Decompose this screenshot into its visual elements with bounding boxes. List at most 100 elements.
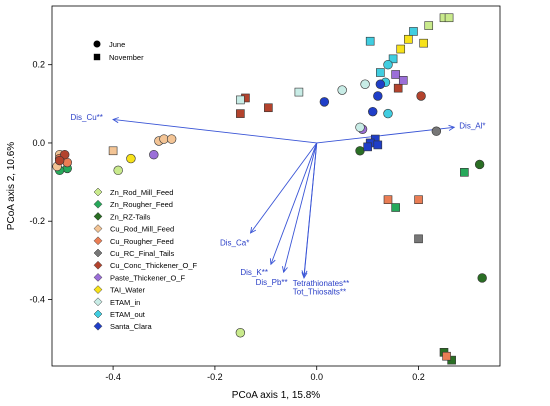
group-legend-marker-2 [93,212,103,221]
x-tick-label-2: 0.0 [310,372,323,382]
vector-label-3: Dis_K** [240,268,268,277]
point-56 [373,91,383,101]
vector-arrow-2 [250,142,318,234]
shape-legend-label-0: June [109,40,125,49]
group-legend-marker-6 [93,260,103,270]
x-tick-label-3: 0.2 [412,372,425,382]
point-39 [419,38,428,48]
group-legend-marker-0 [93,187,103,197]
vector-label-2: Dis_Ca* [220,239,249,248]
point-41 [126,153,136,164]
point-30 [416,91,426,101]
x-axis: -0.4 -0.2 0.0 0.2 [105,366,425,382]
shape-legend: June November [93,40,144,62]
point-54 [319,97,330,107]
point-40 [396,44,406,54]
point-48 [409,27,418,36]
group-legend-label-5: Cu_RC_Final_Tails [110,249,174,258]
vector-arrow-3 [270,142,318,265]
point-9 [474,159,485,170]
group-legend-marker-5 [93,248,103,258]
y-tick-label-2: -0.2 [29,216,45,226]
point-49 [388,54,398,64]
point-50 [383,59,393,70]
group-legend-label-0: Zn_Rod_Mill_Feed [110,188,173,197]
vector-arrows: Dis_Cu** Dis_Al* Dis_Ca* Dis_K**Dis_Pb** Tet… [70,113,485,297]
x-axis-label: PCoA axis 1, 15.8% [232,390,320,401]
data-points [52,13,487,365]
point-16 [166,134,177,144]
plot-frame [51,5,501,367]
group-legend-label-1: Zn_Rougher_Feed [110,200,173,209]
shape-legend-marker-1 [93,53,101,61]
point-55 [375,79,386,89]
point-53 [376,68,385,77]
vector-label-5: Tetrathionates** [293,279,349,288]
y-axis-label: PCoA axis 2, 10.6% [6,142,17,230]
vector-label-4: Dis_Pb** [256,278,288,287]
group-legend-marker-4 [93,236,103,246]
x-tick-label-1: -0.2 [207,372,223,382]
point-5 [460,168,469,177]
point-52 [383,108,393,119]
group-legend-marker-1 [93,199,103,209]
point-34 [391,70,400,79]
point-20 [383,195,393,204]
y-tick-label-0: 0.2 [32,60,45,70]
group-legend-marker-7 [93,273,103,282]
point-44 [337,85,347,95]
group-legend-label-10: ETAM_out [110,310,146,319]
group-legend-marker-8 [93,285,103,294]
vector-label-1: Dis_Al* [459,121,485,130]
point-6 [391,203,400,212]
group-legend-label-4: Cu_Rougher_Feed [110,237,174,246]
y-tick-label-3: -0.4 [29,294,45,304]
group-legend-label-11: Santa_Clara [110,322,153,331]
point-38 [404,34,413,44]
group-legend-marker-3 [93,224,103,233]
group-legend: Zn_Rod_Mill_Feed Zn_Rougher_Feed Zn_RZ-Tai… [93,187,198,331]
point-57 [368,106,378,117]
vector-arrowhead-4 [282,266,288,274]
point-2 [424,21,434,30]
group-legend-label-9: ETAM_in [110,298,140,307]
group-legend-label-2: Zn_RZ-Tails [110,212,151,221]
vector-arrow-4 [283,142,318,273]
point-22 [442,351,451,361]
point-11 [355,146,365,156]
point-10 [477,273,487,283]
vector-arrow-6 [303,142,318,278]
group-legend-marker-11 [93,321,103,331]
y-tick-label-1: 0.0 [32,138,45,148]
point-29 [264,103,273,113]
point-21 [414,195,423,204]
point-42 [294,87,304,97]
vector-arrowhead-6 [301,272,308,279]
shape-legend-label-1: November [109,53,144,62]
group-legend-label-3: Cu_Rod_Mill_Feed [110,225,174,234]
point-28 [236,109,245,118]
point-43 [236,95,245,105]
point-33 [393,83,403,93]
point-46 [355,122,365,133]
group-legend-label-8: TAI_Water [110,286,146,295]
point-25 [414,234,423,244]
point-17 [108,146,118,156]
point-4 [235,328,246,338]
point-26 [431,126,442,136]
point-60 [373,140,383,150]
vector-label-0: Dis_Cu** [70,113,102,122]
point-32 [54,155,65,166]
vector-arrowhead-2 [249,226,257,234]
y-axis: 0.2 0.0 -0.2 -0.4 [29,60,52,304]
group-legend-marker-10 [93,309,103,319]
group-legend-label-7: Paste_Thickener_O_F [110,273,185,282]
point-1 [444,13,454,23]
vector-arrowhead-0 [112,117,119,124]
vector-label-6: Tot_Thiosalts** [293,288,346,297]
vector-arrow-0 [113,119,317,144]
point-3 [113,165,123,176]
group-legend-label-6: Cu_Conc_Thickener_O_F [110,261,198,270]
point-45 [360,79,370,89]
